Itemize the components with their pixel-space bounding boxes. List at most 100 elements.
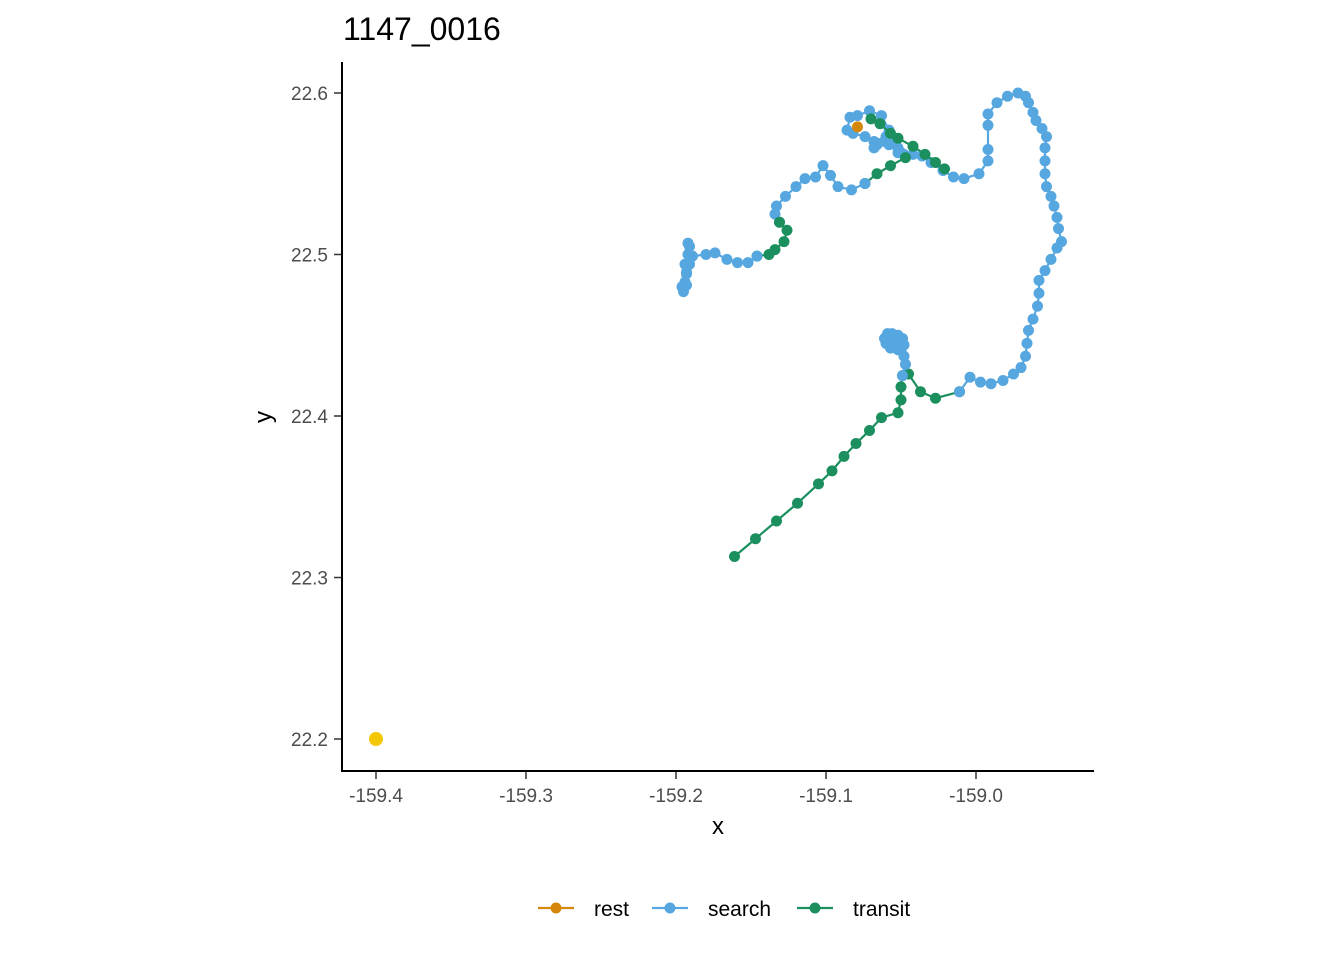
data-point-search	[991, 97, 1003, 109]
data-point-transit	[874, 118, 886, 130]
data-point-search	[1041, 131, 1052, 143]
data-point-transit	[763, 249, 775, 260]
data-point-transit	[895, 381, 907, 393]
data-point-transit	[892, 132, 904, 144]
data-point-search	[859, 177, 871, 189]
data-point-transit	[939, 163, 950, 175]
data-point-search	[958, 173, 970, 185]
data-point-transit	[871, 168, 883, 180]
data-point-search	[799, 173, 811, 185]
data-point-search	[859, 131, 871, 143]
x-tick-label: -159.2	[649, 786, 703, 807]
data-point-search	[1020, 350, 1031, 362]
data-point-transit	[750, 533, 761, 545]
data-point-transit	[900, 152, 911, 164]
data-point-transit	[930, 392, 941, 404]
data-point-transit	[915, 386, 926, 398]
data-point-search	[1053, 223, 1064, 235]
series-line-transit	[733, 372, 960, 558]
data-point-search	[1039, 265, 1051, 277]
data-point-transit	[919, 148, 931, 160]
data-point-transit	[892, 407, 904, 419]
x-axis-title: x	[712, 813, 724, 840]
legend-key-dot	[809, 902, 821, 914]
series-search	[676, 237, 763, 298]
data-point-search	[1012, 87, 1024, 99]
data-point-search	[810, 171, 821, 183]
data-point-transit	[792, 497, 803, 509]
data-point-search	[682, 237, 694, 249]
legend-item-rest: rest	[538, 898, 629, 921]
data-point-search	[709, 247, 721, 259]
data-point-transit	[781, 224, 793, 236]
data-point-search	[681, 279, 692, 291]
data-point-search	[954, 386, 965, 398]
data-point-search	[852, 110, 863, 122]
data-point-transit	[930, 156, 941, 168]
data-point-search	[751, 250, 763, 262]
data-point-transit	[838, 450, 850, 462]
legend-key-dot	[664, 902, 676, 914]
data-point-search	[681, 268, 692, 280]
series-search	[841, 87, 1067, 398]
x-tick-label: -159.0	[949, 786, 1003, 807]
data-point-transit	[864, 425, 875, 437]
series-transit	[729, 368, 965, 563]
legend: rest search transit	[538, 898, 910, 921]
data-point-search	[973, 168, 985, 180]
data-point-transit	[885, 160, 896, 172]
data-point-transit	[876, 412, 887, 424]
data-point-rest	[852, 121, 863, 133]
data-point-search	[732, 257, 743, 269]
data-point-search	[1033, 287, 1045, 299]
legend-label: rest	[594, 898, 629, 921]
legend-label: transit	[853, 898, 910, 921]
x-tick-label: -159.4	[349, 786, 403, 807]
data-point-transit	[778, 236, 790, 248]
data-point-search	[948, 171, 959, 183]
y-tick-label: 22.2	[291, 730, 328, 751]
data-point-search	[982, 144, 994, 156]
x-axis-ticks: -159.4 -159.3 -159.2 -159.1 -159.0	[349, 772, 1003, 807]
data-point-search	[897, 370, 908, 382]
data-point-transit	[771, 515, 782, 527]
data-point-search	[721, 253, 733, 265]
data-point-search	[1002, 90, 1013, 102]
x-tick-label: -159.3	[499, 786, 553, 807]
data-point-search	[1045, 190, 1057, 202]
series-rest	[852, 121, 863, 133]
y-tick-label: 22.3	[291, 569, 328, 590]
legend-key-dot	[550, 902, 562, 914]
data-point-transit	[907, 140, 919, 152]
data-point-search	[769, 208, 781, 220]
data-point-search	[982, 119, 994, 131]
data-point-search	[891, 334, 902, 346]
data-point-search	[832, 181, 844, 193]
data-point-search	[964, 371, 976, 383]
data-point-marker	[369, 732, 383, 746]
data-point-transit	[850, 437, 862, 449]
plot-area	[369, 87, 1067, 746]
data-point-search	[1045, 253, 1057, 265]
data-point-search	[1008, 368, 1019, 380]
data-point-search	[868, 135, 880, 147]
data-point-search	[1039, 168, 1051, 180]
data-point-search	[846, 184, 857, 196]
data-point-search	[975, 376, 986, 388]
data-point-search	[790, 181, 802, 193]
data-point-search	[1039, 142, 1051, 154]
y-tick-label: 22.4	[291, 407, 328, 428]
data-point-search	[679, 258, 691, 270]
data-point-search	[1032, 300, 1043, 312]
data-point-transit	[895, 394, 907, 406]
data-point-transit	[774, 216, 785, 228]
data-point-search	[1027, 313, 1039, 325]
y-axis-ticks: 22.2 22.3 22.4 22.5 22.6	[291, 84, 341, 751]
data-point-search	[1048, 200, 1060, 212]
data-point-search	[1023, 324, 1034, 336]
data-point-search	[1027, 106, 1039, 118]
data-point-search	[1021, 337, 1033, 349]
data-point-search	[1039, 155, 1051, 167]
series-line-transit	[864, 156, 907, 185]
